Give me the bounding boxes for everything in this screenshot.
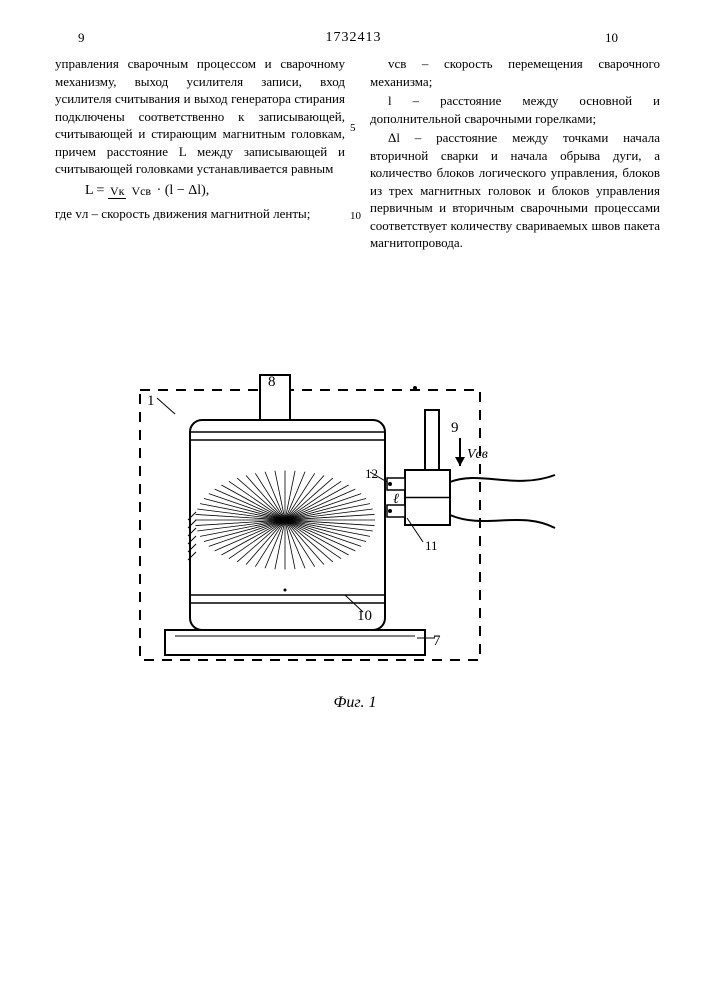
line-number-10: 10: [350, 210, 361, 222]
svg-text:12: 12: [365, 466, 378, 481]
svg-text:ℓ: ℓ: [393, 492, 399, 507]
svg-text:8: 8: [268, 374, 276, 390]
left-paragraph-after: где vл – скорость движения магнитной лен…: [55, 206, 310, 221]
right-p2: l – расстояние между основной и дополнит…: [370, 92, 660, 127]
line-number-5: 5: [350, 122, 356, 134]
formula-numerator: Vк: [108, 184, 127, 199]
left-text-column: управления сварочным процессом и сварочн…: [55, 55, 345, 222]
page-number-left: 9: [78, 30, 85, 46]
formula-denominator: Vсв: [129, 184, 153, 198]
right-p3: Δl – расстояние между точками начала вто…: [370, 129, 660, 252]
figure-caption: Фиг. 1: [135, 694, 575, 712]
formula-fraction: Vк Vсв: [108, 185, 153, 197]
right-text-column: vсв – скорость перемещения сварочного ме…: [370, 55, 660, 252]
svg-text:1: 1: [147, 393, 155, 409]
formula-tail: · (l − Δl),: [157, 183, 210, 198]
formula-lhs: L =: [85, 183, 104, 198]
left-paragraph: управления сварочным процессом и сварочн…: [55, 56, 345, 176]
patent-number: 1732413: [326, 30, 382, 46]
svg-text:9: 9: [451, 420, 459, 436]
page-number-right: 10: [605, 30, 618, 46]
svg-text:10: 10: [357, 608, 372, 624]
right-p1: vсв – скорость перемещения сварочного ме…: [370, 55, 660, 90]
svg-text:11: 11: [425, 538, 438, 553]
svg-text:7: 7: [433, 633, 441, 649]
svg-text:Vсв: Vсв: [467, 447, 488, 462]
figure-1: 18129Vсвℓ11107 Фиг. 1: [135, 370, 575, 680]
formula: L = Vк Vсв · (l − Δl),: [85, 182, 345, 201]
